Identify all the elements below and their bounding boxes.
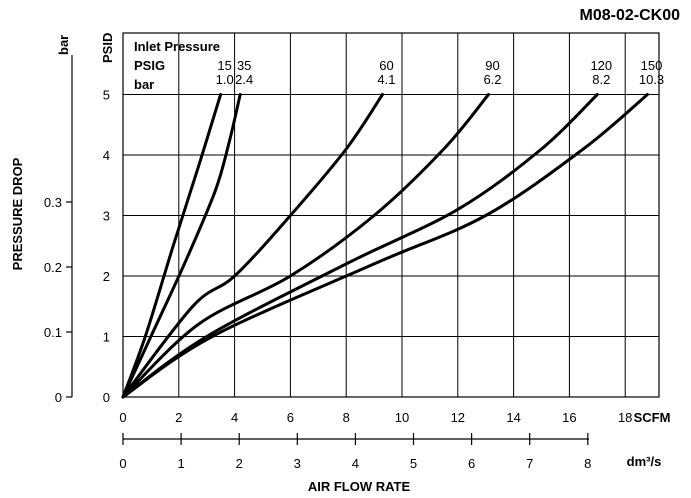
curve-90-psig [121, 93, 490, 399]
y-tick-label: 0 [103, 390, 110, 405]
y-tick-label: 2 [103, 269, 110, 284]
curve-label-bar: 4.1 [377, 72, 395, 87]
series-curves [121, 93, 649, 399]
x-tick-label: 18 [618, 410, 632, 425]
x-tick-label: 8 [343, 410, 350, 425]
x2-tick-label: 8 [584, 456, 591, 471]
x-tick-label: 4 [231, 410, 238, 425]
plot-frame [122, 32, 660, 398]
x-unit-scfm: SCFM [634, 410, 671, 425]
y-tick-label: 1 [103, 330, 110, 345]
y-tick-label: 5 [103, 88, 110, 103]
y-tick-label: 4 [103, 148, 110, 163]
x2-tick-label: 1 [177, 456, 184, 471]
x-tick-label: 14 [506, 410, 520, 425]
curve-120-psig [121, 93, 599, 399]
x-tick-label: 10 [395, 410, 409, 425]
y-tick-labels: 0 1 2 3 4 5 [103, 88, 110, 406]
x-tick-label: 0 [119, 410, 126, 425]
y2-tick-labels: 0 0.1 0.2 0.3 [44, 195, 72, 405]
chart-title: M08-02-CK00 [580, 7, 681, 24]
x2-tick-label: 4 [352, 456, 359, 471]
y-axis-title: PRESSURE DROP [10, 157, 25, 270]
curve-60-psig [121, 93, 384, 399]
curve-label-psig: 60 [379, 58, 393, 73]
curve-label-bar: 8.2 [592, 72, 610, 87]
curve-15-psig [121, 93, 223, 399]
curve-label-bar: 2.4 [235, 72, 253, 87]
x2-tick-label: 0 [119, 456, 126, 471]
curve-35-psig [121, 93, 242, 399]
y2-tick-label: 0.1 [44, 325, 62, 340]
curve-label-psig: 15 [217, 58, 231, 73]
curve-label-bar: 6.2 [483, 72, 501, 87]
curve-150-psig [121, 93, 649, 399]
x-tick-label: 16 [562, 410, 576, 425]
curve-label-bar: 10.3 [639, 72, 664, 87]
y2-tick-label: 0 [55, 390, 62, 405]
y2-tick-label: 0.3 [44, 195, 62, 210]
x-unit-dm3s: dm³/s [627, 454, 662, 469]
x-tick-labels: 0 2 4 6 8 10 12 14 16 18 [119, 410, 632, 425]
x-tick-label: 6 [287, 410, 294, 425]
curve-label-bar: 1.0 [216, 72, 234, 87]
curve-label-psig: 90 [485, 58, 499, 73]
curve-label-psig: 120 [590, 58, 612, 73]
x-tick-label: 2 [175, 410, 182, 425]
x2-tick-label: 7 [526, 456, 533, 471]
y-unit-psid: PSID [100, 33, 115, 63]
x2-tick-label: 6 [468, 456, 475, 471]
legend-header-psig: PSIG [134, 58, 165, 73]
curve-label-psig: 150 [641, 58, 663, 73]
legend-header-inlet: Inlet Pressure [134, 39, 220, 54]
x-axis-title: AIR FLOW RATE [308, 479, 411, 494]
x-tick-label: 12 [451, 410, 465, 425]
y-tick-label: 3 [103, 209, 110, 224]
y2-tick-label: 0.2 [44, 260, 62, 275]
x2-tick-label: 3 [294, 456, 301, 471]
legend-header-bar: bar [134, 77, 154, 92]
y-unit-bar: bar [56, 35, 71, 55]
grid [123, 33, 659, 397]
x2-tick-labels: 0 1 2 3 4 5 6 7 8 [119, 433, 591, 471]
curve-label-psig: 35 [237, 58, 251, 73]
x2-tick-label: 2 [236, 456, 243, 471]
x2-tick-label: 5 [410, 456, 417, 471]
